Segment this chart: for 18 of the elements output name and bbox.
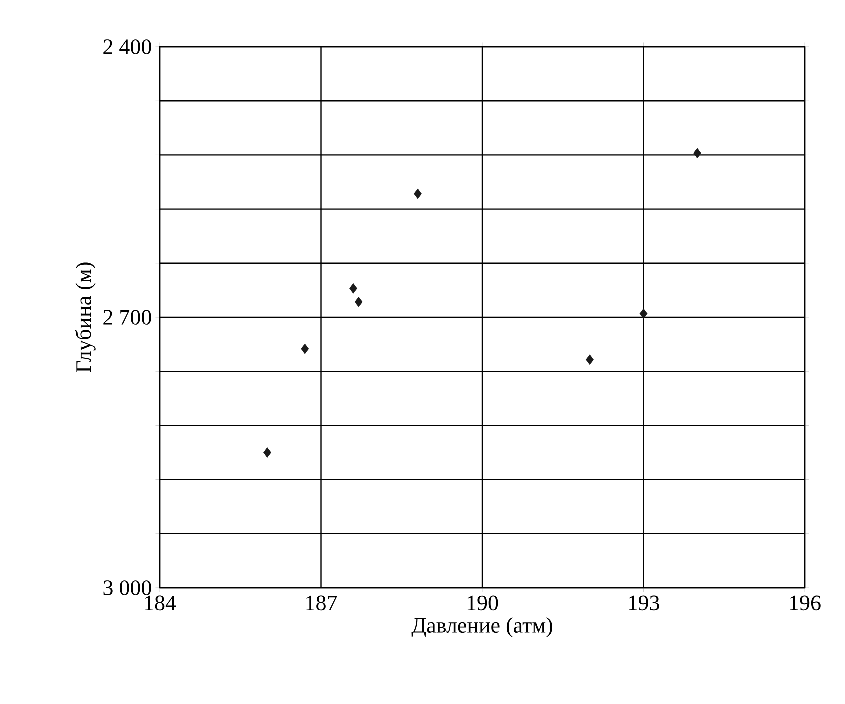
- x-axis-title: Давление (атм): [412, 618, 552, 638]
- point: [264, 448, 272, 458]
- point: [640, 308, 648, 320]
- x-tick-label: 196: [790, 596, 821, 611]
- y-tick-label: 2 700: [104, 310, 152, 325]
- x-tick-label: 193: [629, 596, 660, 611]
- y-tick-label: 2 400: [104, 40, 152, 54]
- x-tick-label: 190: [468, 596, 498, 611]
- point: [301, 344, 310, 354]
- point: [350, 283, 358, 294]
- point: [354, 296, 363, 308]
- x-tick-label: 187: [306, 596, 338, 611]
- y-tick-label: 3 000: [104, 580, 152, 596]
- y-axis-title: Глубина (м): [75, 262, 96, 373]
- x-tick-label: 184: [145, 596, 176, 611]
- point: [586, 354, 594, 366]
- point: [694, 148, 702, 159]
- point: [414, 188, 422, 200]
